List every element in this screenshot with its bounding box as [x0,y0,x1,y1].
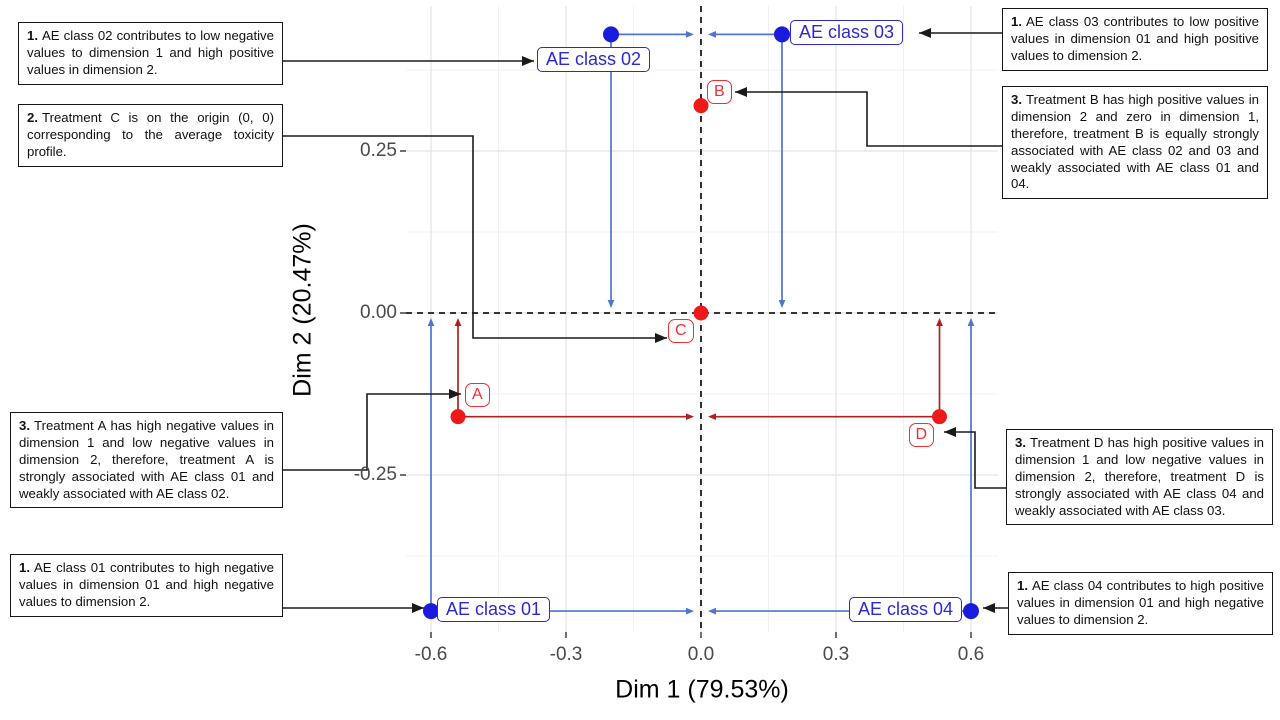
annotation-connector [944,431,1006,489]
grid-minor [406,6,998,632]
y-axis-title: Dim 2 (20.47%) [288,223,317,397]
point-label-treatment-c: C [668,319,694,344]
annotation-ae-class-03: 1. AE class 03 contributes to low positiv… [1002,8,1268,71]
arrowhead [708,607,716,615]
arrowhead [983,602,995,614]
annotation-text: AE class 02 contributes to low negative … [27,28,274,77]
point-label-ae-class-02: AE class 02 [537,47,651,73]
x-axis-title: Dim 1 (79.53%) [615,675,789,704]
annotation-number: 3. [1011,92,1022,107]
arrowhead [607,300,615,308]
point-dot-ae03 [774,26,790,43]
arrowhead [778,300,786,308]
point-label-ae-class-01: AE class 01 [437,597,551,622]
arrowhead [967,318,975,326]
point-label-ae-class-04: AE class 04 [849,597,963,622]
arrowhead [708,31,716,38]
annotation-text: AE class 03 contributes to low positive … [1011,14,1259,63]
y-tick-label: -0.25 [353,464,397,485]
y-tick-label: 0.25 [360,140,397,161]
x-tick-label: 0.0 [687,644,715,665]
point-dot-trtA [450,409,466,425]
arrowhead [735,86,747,98]
point-dot-ae04 [963,603,979,620]
arrowhead [686,31,694,38]
annotation-ae-class-04: 1. AE class 04 contributes to high positi… [1008,572,1273,635]
x-tick-label: 0.6 [957,644,985,665]
annotation-text: Treatment D has high positive values in … [1015,435,1264,518]
arrowhead [708,413,716,421]
annotation-connector [283,135,667,339]
annotation-connectors [283,27,1008,614]
arrowhead [454,318,462,326]
annotation-connector [283,393,461,471]
annotation-number: 1. [1011,14,1022,29]
annotation-number: 3. [1015,435,1026,450]
annotation-treatment-c: 2. Treatment C is on the origin (0, 0) co… [18,104,283,167]
annotation-treatment-a: 3. Treatment A has high negative values i… [10,412,283,509]
arrowhead [919,27,931,39]
point-dot-trtD [932,409,947,425]
annotation-text: AE class 01 contributes to high negative… [19,560,274,609]
arrowhead [944,426,956,438]
annotation-treatment-d: 3. Treatment D has high positive values i… [1006,429,1273,526]
arrowhead [936,318,943,326]
x-tick-label: 0.3 [822,644,850,665]
annotation-text: AE class 04 contributes to high positive… [1017,578,1264,627]
annotation-text: Treatment C is on the origin (0, 0) corr… [27,110,274,159]
point-label-ae-class-03: AE class 03 [790,20,904,46]
arrowhead [655,332,667,344]
point-dot-trtC [693,305,709,321]
arrowhead [412,602,424,614]
annotation-text: Treatment B has high positive values in … [1011,92,1259,192]
annotation-ae-class-02: 1. AE class 02 contributes to low negativ… [18,22,283,85]
annotation-ae-class-01: 1. AE class 01 contributes to high negati… [10,554,283,617]
point-dot-trtB [693,98,709,114]
arrowhead [449,388,461,400]
data-points [423,26,979,620]
annotation-number: 2. [27,110,38,125]
point-dot-ae02 [603,26,619,43]
x-tick-label: -0.6 [414,644,448,665]
arrowhead [686,607,694,615]
annotation-number: 1. [27,28,38,43]
point-label-treatment-d: D [908,422,935,448]
axis-ticks [400,150,972,638]
arrowhead [686,413,694,421]
point-label-treatment-b: B [707,79,732,105]
annotation-number: 1. [19,560,30,575]
y-tick-label: 0.00 [360,302,397,323]
annotation-treatment-b: 3. Treatment B has high positive values i… [1002,86,1268,200]
point-label-treatment-a: A [465,382,490,408]
annotation-connector [735,91,1004,147]
arrowhead [427,318,435,326]
arrowhead [522,55,534,67]
annotation-number: 3. [19,418,30,433]
annotation-text: Treatment A has high negative values in … [19,418,274,501]
x-tick-label: -0.3 [549,644,583,665]
annotation-number: 1. [1017,578,1028,593]
point-dot-ae01 [423,603,439,620]
